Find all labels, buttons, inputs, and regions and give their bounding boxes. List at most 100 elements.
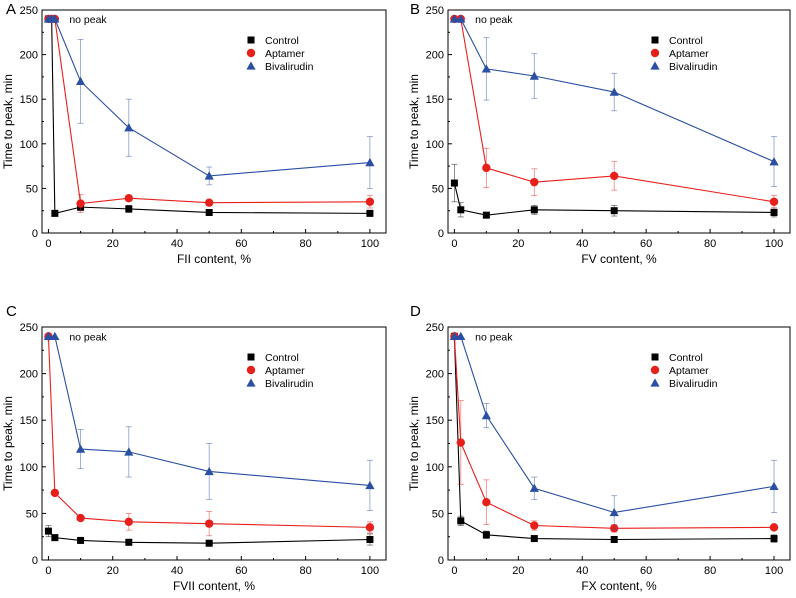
data-point (366, 535, 374, 543)
x-axis-label: FII content, % (177, 252, 251, 266)
x-tick-label: 0 (451, 238, 457, 250)
legend-label: Bivalirudin (669, 61, 718, 73)
x-tick-label: 60 (235, 565, 247, 577)
x-tick-label: 80 (704, 565, 716, 577)
data-point (529, 483, 539, 492)
data-point (457, 206, 465, 214)
legend-label: Aptamer (669, 48, 709, 60)
legend-label: Control (265, 35, 299, 47)
series-control (44, 525, 374, 547)
data-point (609, 507, 619, 517)
data-point (449, 331, 459, 340)
legend-marker (247, 36, 255, 44)
series-line (453, 182, 775, 216)
series-bivalirudin (449, 14, 779, 188)
data-point (204, 466, 214, 476)
series-bivalirudin (449, 331, 779, 530)
data-point (481, 64, 491, 73)
series-aptamer (450, 332, 779, 533)
y-tick-label: 150 (20, 415, 38, 427)
data-point (529, 71, 539, 80)
panel-letter: D (410, 303, 421, 320)
legend-marker (650, 378, 660, 387)
plot-frame (41, 9, 387, 234)
x-tick-label: 40 (171, 565, 183, 577)
x-tick-label: 0 (451, 565, 457, 577)
data-point (204, 198, 214, 207)
data-point (75, 76, 86, 86)
panel-letter: A (6, 1, 16, 18)
y-axis-label: Time to peak, min (407, 396, 421, 491)
x-tick-label: 40 (576, 238, 588, 250)
x-tick-label: 40 (576, 565, 588, 577)
x-tick-label: 60 (235, 238, 247, 250)
data-point (456, 14, 466, 23)
data-point (449, 14, 459, 23)
series-aptamer (44, 332, 375, 537)
chart-panel-d: D 0 20 40 60 80 100 0 50 100 150 200 250 FX content, … (407, 303, 791, 593)
panel-letter: B (410, 1, 420, 18)
y-tick-label: 250 (426, 5, 444, 17)
x-tick-label: 100 (765, 238, 783, 250)
y-axis-label: Time to peak, min (1, 396, 15, 491)
data-point (610, 535, 618, 543)
series-bivalirudin (43, 331, 375, 512)
legend-marker (651, 36, 659, 44)
data-point (530, 521, 539, 530)
data-point (365, 197, 375, 206)
data-point (124, 517, 134, 526)
y-tick-label: 200 (426, 369, 444, 381)
y-tick-label: 50 (432, 508, 444, 520)
legend-label: Control (669, 35, 703, 47)
x-tick-label: 0 (45, 565, 51, 577)
data-point (51, 534, 59, 542)
data-point (75, 444, 86, 453)
x-tick-label: 20 (512, 565, 524, 577)
series-control (44, 15, 374, 217)
x-tick-label: 20 (107, 565, 119, 577)
legend-label: Bivalirudin (265, 61, 314, 73)
data-point (482, 498, 491, 507)
y-tick-label: 0 (32, 228, 38, 240)
legend-marker (650, 61, 660, 70)
legend-label: Control (669, 352, 703, 364)
plot-frame (447, 326, 791, 561)
y-tick-label: 150 (20, 94, 38, 106)
data-point (124, 123, 134, 132)
y-tick-label: 100 (426, 139, 444, 151)
series-line (48, 18, 370, 177)
x-tick-label: 100 (361, 238, 379, 250)
x-axis-label: FX content, % (581, 579, 657, 593)
y-tick-label: 0 (32, 555, 38, 567)
data-point (50, 14, 60, 23)
data-point (530, 206, 538, 214)
data-point (204, 519, 214, 528)
y-tick-label: 100 (426, 462, 444, 474)
data-point (457, 517, 465, 525)
data-point (770, 208, 778, 216)
y-tick-label: 200 (426, 50, 444, 62)
data-point (769, 157, 779, 166)
data-point (481, 410, 491, 420)
data-point (205, 208, 213, 216)
data-point (456, 438, 465, 447)
x-tick-label: 100 (765, 565, 783, 577)
x-axis-label: FVII content, % (173, 579, 255, 593)
legend-marker (246, 61, 256, 70)
x-tick-label: 20 (512, 238, 524, 250)
y-tick-label: 250 (20, 322, 38, 334)
data-point (530, 177, 539, 187)
data-point (366, 209, 374, 217)
data-point (770, 535, 778, 543)
data-point (482, 211, 490, 219)
x-tick-label: 20 (107, 238, 119, 250)
series-line (453, 336, 775, 529)
y-tick-label: 250 (426, 322, 444, 334)
series-line (454, 335, 775, 514)
data-point (769, 197, 779, 206)
data-point (365, 480, 375, 490)
